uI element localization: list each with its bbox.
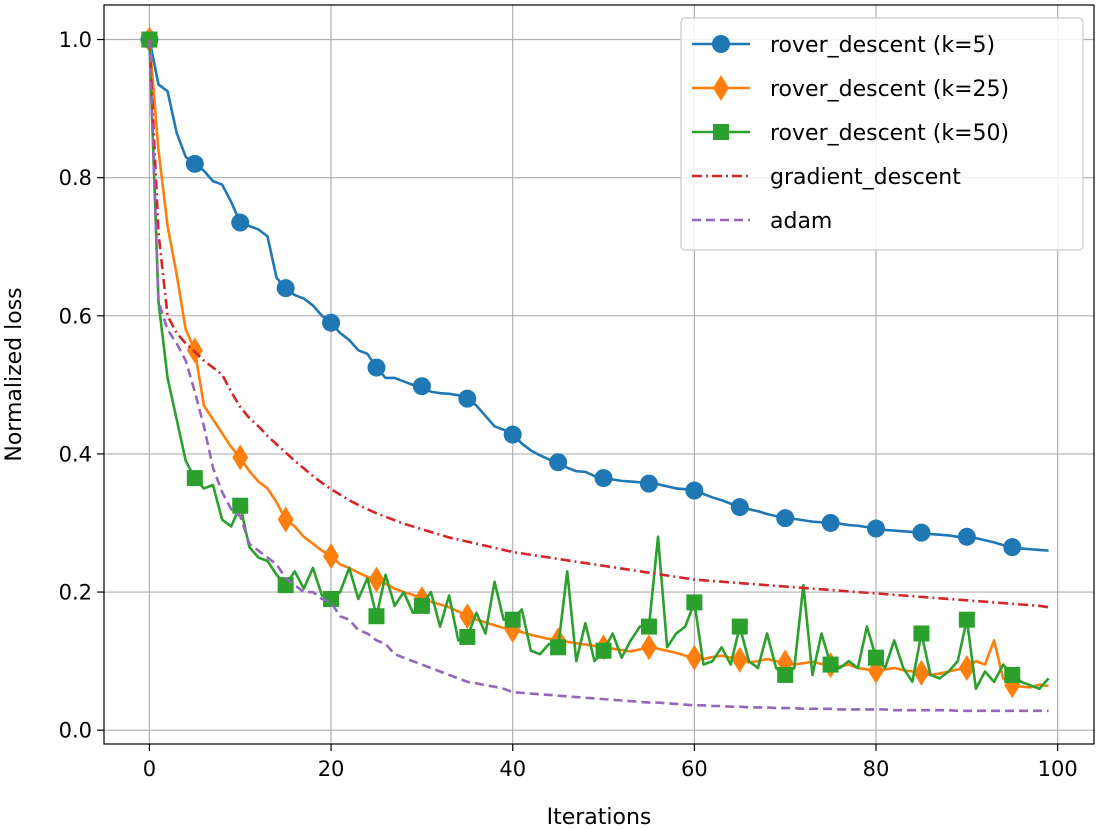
series-0-point [503,425,522,444]
legend-label: rover_descent (k=25) [770,77,1009,102]
series-0-point [231,213,250,232]
series-2-point [459,628,476,645]
legend-item-0: rover_descent (k=5) [692,33,995,58]
series-0-point [276,279,295,298]
series-2-point [323,590,340,607]
legend-label: adam [770,209,832,234]
series-4 [148,39,1049,713]
legend: rover_descent (k=5) rover_descent (k=25) r… [680,17,1084,251]
legend-item-3: gradient_descent [692,165,961,190]
x-tick-label: 100 [1038,757,1078,781]
legend-item-1: rover_descent (k=25) [692,75,1009,102]
series-2-point [550,639,567,656]
series-0-point [639,474,658,493]
x-tick-label: 40 [499,757,526,781]
series-line-3 [148,39,1049,609]
series-1-point [958,655,975,682]
series-2-point [731,618,748,635]
x-tick-label: 60 [681,757,708,781]
series-0-point [776,509,795,528]
x-tick-label: 80 [863,757,890,781]
series-0-point [185,154,204,173]
legend-2-point [713,124,729,140]
series-2-point [686,594,703,611]
series-1-point [323,543,340,570]
legend-label: rover_descent (k=50) [770,121,1009,146]
series-0-point [549,453,568,472]
series-1-point [640,634,657,661]
series-2-point [958,611,975,628]
x-axis-label: Iterations [547,805,652,830]
series-2-point [232,497,249,514]
series-2-point [640,618,657,635]
axis-ticks: 0 20 40 60 80 100 0.0 0.2 0.4 0.6 0.8 1.0 [59,28,1078,781]
series-0-point [367,358,386,377]
series-1-point [277,506,294,533]
series-0-point [412,377,431,396]
y-tick-label: 0.8 [59,166,92,190]
series-1-point [232,444,249,471]
series-2-point [504,611,521,628]
series-0-point [322,313,341,332]
series-1-point [913,659,930,686]
series-0-point [821,513,840,532]
series-2-point [1004,666,1021,683]
series-0-point [867,519,886,538]
series-2-point [913,625,930,642]
legend-item-4: adam [692,209,832,234]
series-2-point [413,597,430,614]
y-tick-label: 0.4 [59,442,92,466]
x-tick-label: 20 [318,757,345,781]
series-2-point [368,608,385,625]
legend-label: rover_descent (k=5) [770,33,995,58]
plot-frame [103,4,1095,745]
series-0-point [730,498,749,517]
x-tick-label: 0 [143,757,156,781]
y-tick-label: 0.0 [59,719,92,743]
legend-label: gradient_descent [770,165,961,190]
legend-box [680,17,1084,251]
series-0-point [594,469,613,488]
series-2-point [777,666,794,683]
series-2-point [868,649,885,666]
legend-0-point [712,35,730,53]
series-2-point [595,642,612,659]
series-lines [140,26,1050,713]
y-tick-label: 0.6 [59,304,92,328]
series-0-point [458,389,477,408]
y-tick-label: 1.0 [59,28,92,52]
series-1-point [368,566,385,593]
series-2-point [186,470,203,487]
series-1-point [686,644,703,671]
legend-item-2: rover_descent (k=50) [692,121,1009,146]
legend-1-point [713,75,729,101]
series-0-point [1003,538,1022,557]
series-2-point [822,656,839,673]
y-axis-label: Normalized loss [2,287,27,461]
series-1-point [731,646,748,673]
series-line-4 [148,39,1049,713]
series-0-point [912,523,931,542]
series-0-point [957,527,976,546]
series-0-point [685,481,704,500]
series-3 [148,39,1049,609]
y-tick-label: 0.2 [59,581,92,605]
